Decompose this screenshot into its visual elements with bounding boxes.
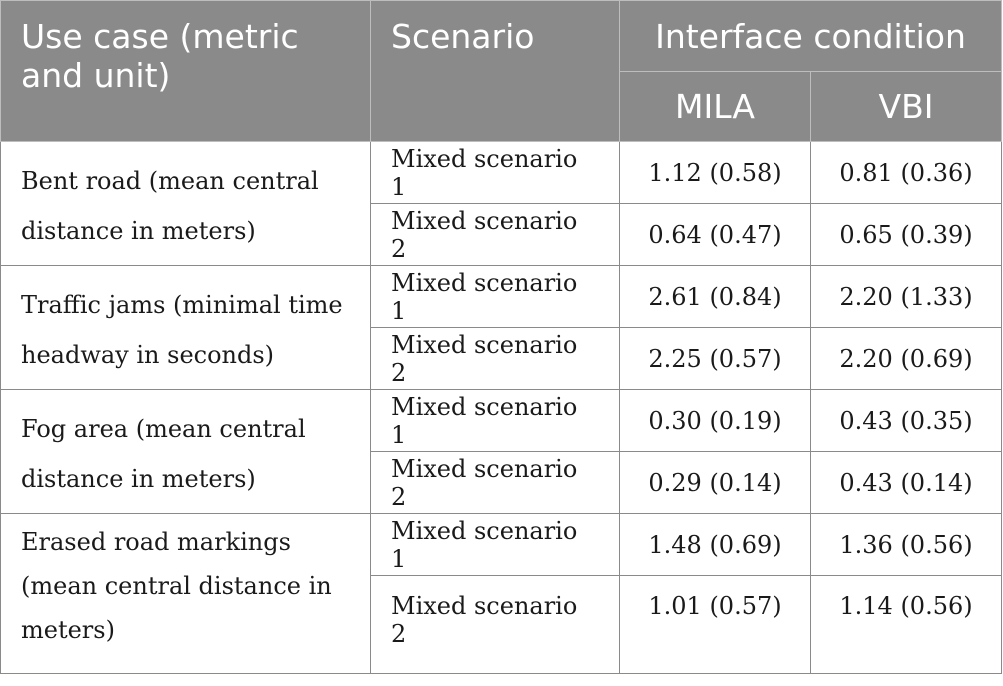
table-row: Bent road (mean central distance in mete…: [0, 141, 1002, 266]
scenario-cell: Mixed scenario 1: [370, 389, 620, 452]
table-row: Mixed scenario 2 0.64 (0.47) 0.65 (0.39): [1, 203, 1002, 266]
table-row: Traffic jams (minimal time headway in se…: [0, 265, 1002, 390]
scenario-cell: Mixed scenario 2: [370, 203, 620, 266]
table-row: Erased road markings (mean central dista…: [0, 513, 1002, 674]
mila-cell: 2.61 (0.84): [619, 265, 811, 328]
use-case-cell: Fog area (mean central distance in meter…: [0, 389, 371, 514]
scenario-cell: Mixed scenario 2: [370, 327, 620, 390]
mila-cell: 2.25 (0.57): [619, 327, 811, 390]
vbi-cell: 2.20 (1.33): [810, 265, 1002, 328]
mila-cell: 1.48 (0.69): [619, 513, 811, 576]
header-use-case: Use case (metric and unit): [0, 0, 371, 142]
header-mila: MILA: [619, 71, 811, 142]
header-interface-condition: Interface condition: [619, 0, 1002, 72]
table-row: Fog area (mean central distance in meter…: [0, 389, 1002, 514]
vbi-cell: 1.14 (0.56): [810, 575, 1002, 674]
table-row: Mixed scenario 2 1.01 (0.57) 1.14 (0.56): [1, 575, 1002, 674]
mila-cell: 1.01 (0.57): [619, 575, 811, 674]
scenario-cell: Mixed scenario 2: [370, 575, 620, 674]
vbi-cell: 0.65 (0.39): [810, 203, 1002, 266]
header-scenario: Scenario: [370, 0, 620, 142]
table-row: Mixed scenario 2 0.29 (0.14) 0.43 (0.14): [1, 451, 1002, 514]
scenario-cell: Mixed scenario 1: [370, 265, 620, 328]
header-vbi: VBI: [810, 71, 1002, 142]
scenario-cell: Mixed scenario 2: [370, 451, 620, 514]
use-case-cell: Traffic jams (minimal time headway in se…: [0, 265, 371, 390]
scenario-cell: Mixed scenario 1: [370, 141, 620, 204]
vbi-cell: 1.36 (0.56): [810, 513, 1002, 576]
vbi-cell: 0.43 (0.14): [810, 451, 1002, 514]
mila-cell: 1.12 (0.58): [619, 141, 811, 204]
scenario-cell: Mixed scenario 1: [370, 513, 620, 576]
mila-cell: 0.30 (0.19): [619, 389, 811, 452]
mila-cell: 0.29 (0.14): [619, 451, 811, 514]
use-case-cell: Bent road (mean central distance in mete…: [0, 141, 371, 266]
vbi-cell: 2.20 (0.69): [810, 327, 1002, 390]
vbi-cell: 0.81 (0.36): [810, 141, 1002, 204]
vbi-cell: 0.43 (0.35): [810, 389, 1002, 452]
mila-cell: 0.64 (0.47): [619, 203, 811, 266]
use-case-cell: Erased road markings (mean central dista…: [0, 513, 371, 674]
